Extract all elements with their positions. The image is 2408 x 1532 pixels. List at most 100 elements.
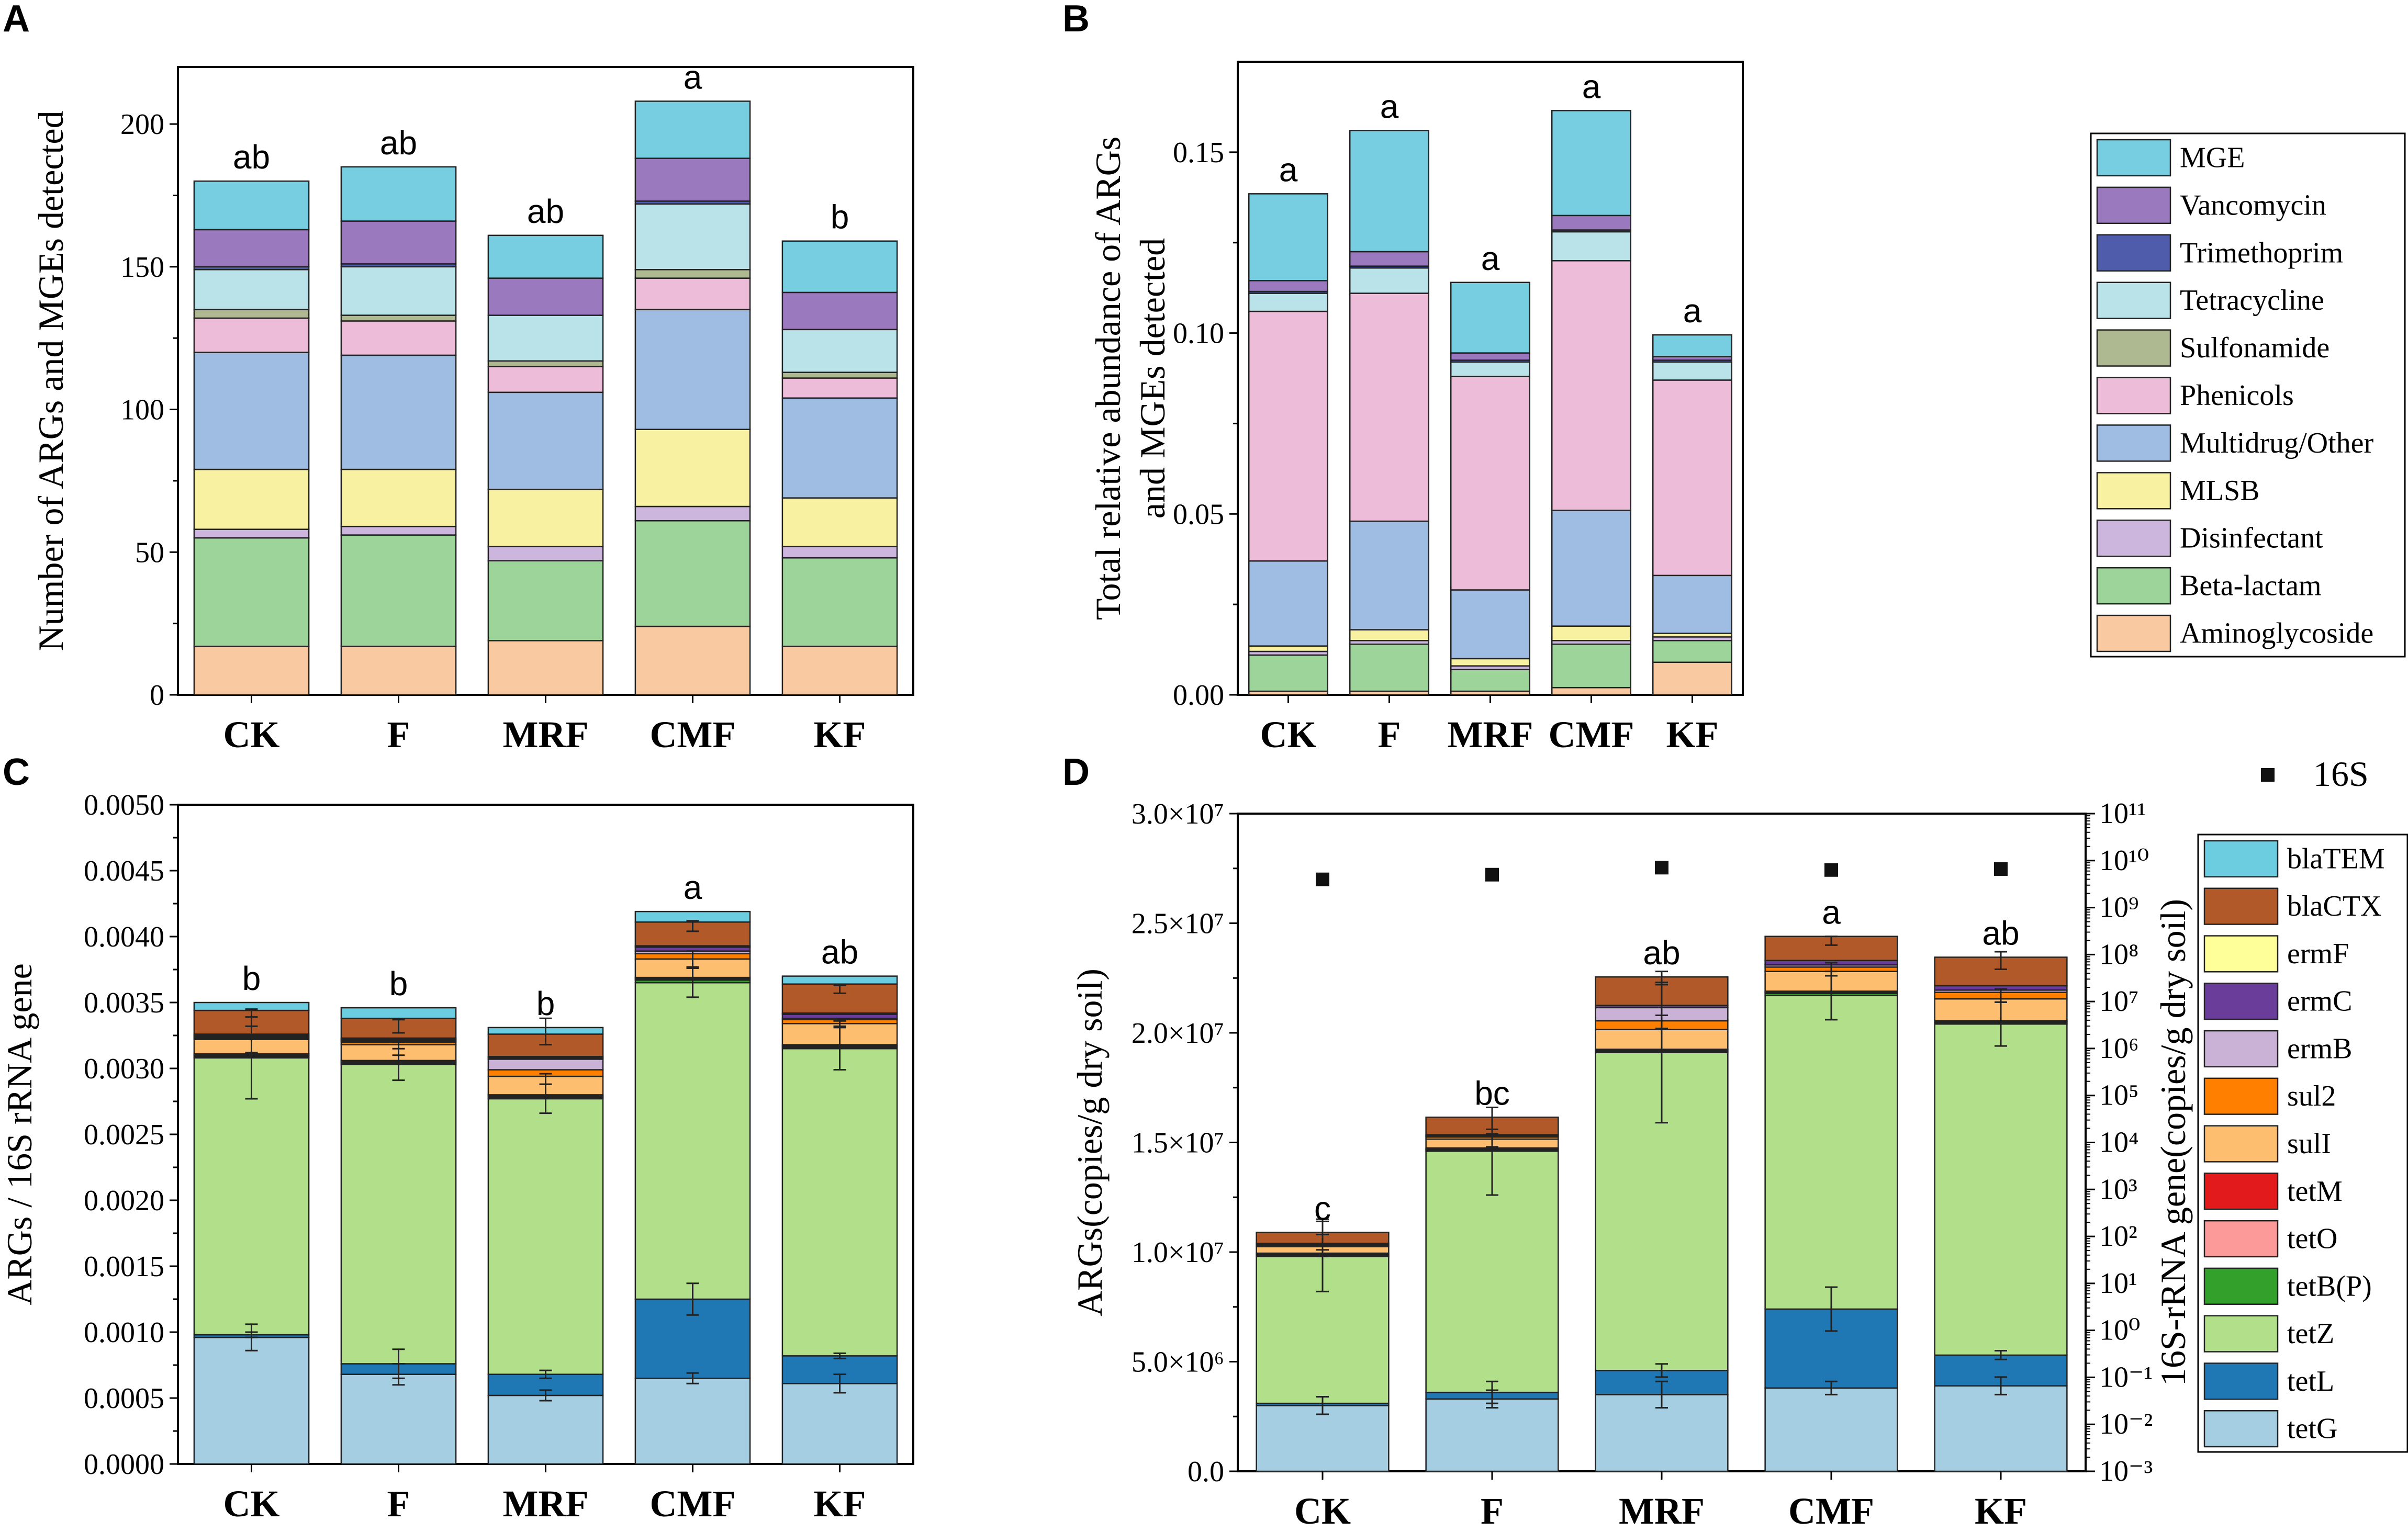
x-tick-label-a: CMF [650,714,736,756]
y-tick-label-d: 1.0×10⁷ [1132,1236,1224,1269]
x-tick-label-c: CMF [650,1483,736,1525]
bar-segment-b [1349,292,1430,522]
legend-label-d: tetB(P) [2287,1270,2372,1302]
y2-tick-label: 10⁵ [2099,1079,2139,1112]
legend-swatch-b [2096,567,2171,605]
bar-segment-c [634,982,751,1300]
legend-label-d: blaTEM [2287,842,2385,875]
bar-segment-a [193,468,310,530]
significance-label-a: b [831,198,849,236]
y2-tick-label: 10¹⁰ [2099,844,2149,877]
legend-label-d: blaCTX [2287,890,2381,922]
y-tick-label-c: 0.0000 [84,1448,164,1481]
legend-label-b: Tetracycline [2180,284,2324,317]
bar-segment-a [781,240,898,294]
bar-segment-c [340,1373,457,1465]
bar-segment-a [781,646,898,696]
significance-label-b: a [1481,240,1500,277]
bar-segment-a [781,497,898,547]
bar-segment-a [193,309,310,319]
bar-segment-b [1450,658,1531,667]
legend-swatch-d [2203,1315,2279,1353]
bar-segment-b [1349,629,1430,641]
bar-segment-a [634,429,751,508]
legend-label-b: Trimethoprim [2180,236,2343,269]
legend-swatch-d [2203,1125,2279,1163]
bar-segment-a [340,354,457,470]
bar-segment-b [1652,379,1733,577]
y2-tick-label: 10¹¹ [2099,797,2146,830]
legend-swatch-d [2203,1173,2279,1210]
bar-segment-a [193,528,310,539]
bar-segment-c [781,975,898,985]
significance-label-c: b [389,965,408,1002]
x-tick-label-a: F [387,714,410,756]
bar-segment-a [340,646,457,696]
significance-label-a: ab [527,193,564,230]
bar-segment-a [487,546,604,561]
bar-segment-c [634,1377,751,1465]
legend-label-b: MLSB [2180,475,2260,507]
bar-segment-b [1551,215,1632,231]
bar-segment-a [781,557,898,647]
panel-label-b: B [1062,0,1090,40]
chart-b: 0.00 0.05 0.10 0.15 CK F MRF CMF KF a a a a a Total re… [1088,61,2406,756]
bar-segment-d [1256,1405,1390,1472]
x-tick-label-b: CK [1260,714,1317,756]
significance-label-a: a [684,58,702,96]
significance-label-d: ab [1643,934,1680,972]
legend-label-b: Beta-lactam [2180,570,2322,602]
bar-segment-b [1652,361,1733,381]
bar-segment-a [781,546,898,559]
bar-segment-a [487,391,604,490]
legend-label-d: sulI [2287,1128,2331,1160]
y-axis-title-a: Number of ARGs and MGEs detected [31,110,71,651]
bar-segment-a [487,277,604,316]
legend-swatch-b [2096,139,2171,177]
bar-segment-b [1450,376,1531,591]
scatter-point-16s [1316,872,1329,886]
x-tick-label-c: KF [814,1483,866,1525]
legend-swatch-b [2096,377,2171,414]
panel-label-d: D [1062,751,1090,793]
chart-d: 0.0 5.0×10⁶ 1.0×10⁷ 1.5×10⁷ 2.0×10⁷ 2.5×10⁷ 3.… [1070,754,2408,1532]
bar-segment-b [1551,643,1632,689]
bar-segment-b [1450,361,1531,377]
y-tick-label-d: 2.0×10⁷ [1132,1017,1224,1050]
y2-axis-title: 16S-rRNA gene(copies/g dry soil) [2153,899,2193,1386]
bar-segment-a [193,352,310,470]
y-tick-label-d: 5.0×10⁶ [1132,1346,1224,1379]
legend-swatch-b [2096,614,2171,652]
legend-swatch-b [2096,329,2171,367]
legend-label-d: tetM [2287,1175,2343,1208]
bar-segment-d [1934,1023,2068,1356]
y2-tick-label: 10⁷ [2099,985,2139,1018]
significance-label-c: b [536,985,555,1022]
bar-segment-a [193,317,310,353]
bar-segment-b [1450,352,1531,361]
y2-tick-label: 10⁰ [2099,1314,2140,1347]
legend-swatch-d [2203,1410,2279,1448]
bar-segment-b [1450,281,1531,354]
legend-label-b: Aminoglycoside [2180,617,2373,650]
y-tick-label-d: 0.0 [1188,1456,1224,1488]
legend-swatch-16s [2261,768,2275,782]
y-axis-title-c: ARGs / 16S rRNA gene [0,963,39,1305]
y2-tick-label: 10⁹ [2099,892,2139,924]
bar-segment-a [340,468,457,527]
x-tick-label-d: CMF [1788,1490,1874,1532]
y-tick-label-b: 0.05 [1173,498,1224,531]
bar-segment-d [1764,995,1898,1310]
y-tick-label-a: 150 [120,251,164,284]
bar-segment-a [634,277,751,310]
bar-segment-a [340,166,457,222]
y-tick-label-d: 3.0×10⁷ [1132,798,1224,830]
legend-label-b: Phenicols [2180,379,2294,412]
y-tick-label-b: 0.15 [1173,137,1224,169]
x-tick-label-c: MRF [503,1483,589,1525]
y-axis-title-b: Total relative abundance of ARGs [1088,137,1128,620]
y-tick-label-b: 0.00 [1173,679,1224,712]
y2-tick-label: 10⁴ [2099,1127,2139,1159]
y-tick-label-c: 0.0045 [84,855,164,887]
